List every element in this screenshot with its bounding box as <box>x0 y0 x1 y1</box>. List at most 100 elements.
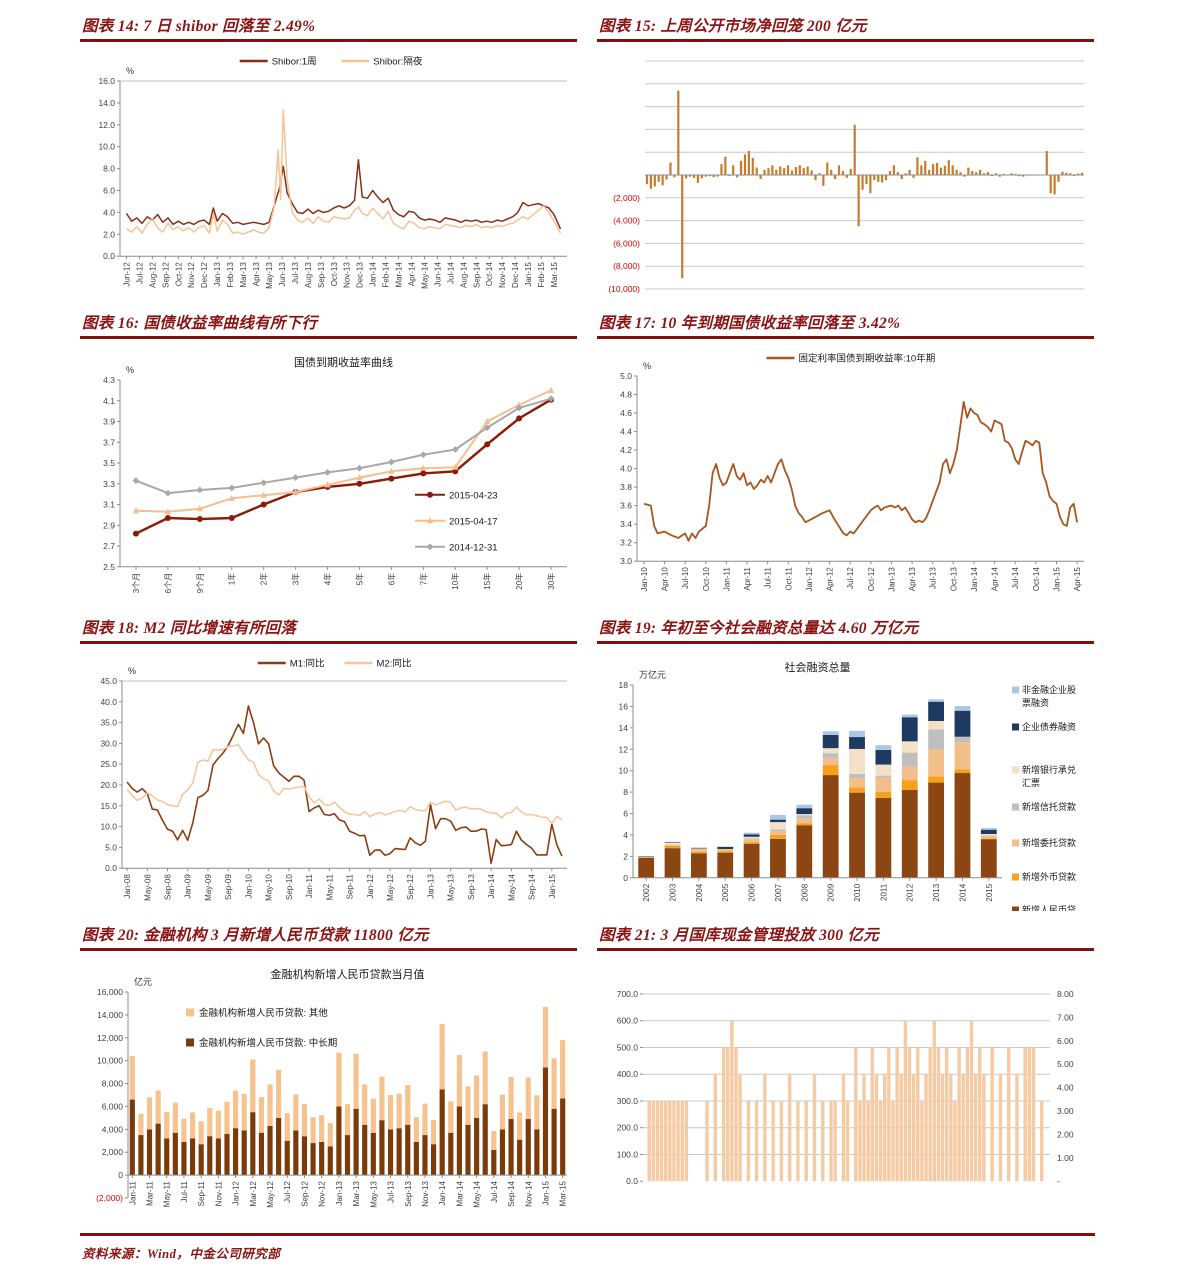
figure-18-title: 图表 18: M2 同比增速有所回落 <box>80 616 577 644</box>
svg-text:Jun-12: Jun-12 <box>122 262 131 287</box>
svg-text:2012: 2012 <box>906 883 915 901</box>
svg-text:0.0: 0.0 <box>105 863 117 873</box>
svg-text:Jan-10: Jan-10 <box>640 567 649 592</box>
svg-text:2009: 2009 <box>827 883 836 901</box>
svg-text:新增外币贷款: 新增外币贷款 <box>1022 871 1076 882</box>
svg-text:%: % <box>126 66 134 76</box>
figure-20-chart: (2,000)02,0004,0006,0008,00010,00012,000… <box>80 958 577 1224</box>
svg-text:国债到期收益率曲线: 国债到期收益率曲线 <box>294 355 393 369</box>
svg-text:Aug-14: Aug-14 <box>459 262 468 288</box>
svg-text:8,000: 8,000 <box>102 1079 124 1089</box>
figure-21-title: 图表 21: 3 月国库现金管理投放 300 亿元 <box>597 923 1094 951</box>
svg-text:1.00: 1.00 <box>1057 1153 1074 1163</box>
svg-text:(6,000): (6,000) <box>613 238 640 248</box>
svg-text:M1:同比: M1:同比 <box>290 658 325 670</box>
svg-text:Dec-14: Dec-14 <box>511 262 520 288</box>
svg-text:Mar-14: Mar-14 <box>455 1181 464 1207</box>
svg-text:6个月: 6个月 <box>164 573 173 593</box>
svg-text:1年: 1年 <box>227 573 237 585</box>
svg-text:Dec-13: Dec-13 <box>356 262 365 288</box>
svg-text:9个月: 9个月 <box>196 573 205 593</box>
svg-text:Jan-13: Jan-13 <box>887 567 896 592</box>
svg-text:100.0: 100.0 <box>617 1149 639 1159</box>
svg-text:500.0: 500.0 <box>617 1042 639 1052</box>
svg-text:2014: 2014 <box>958 883 967 901</box>
svg-text:Feb-15: Feb-15 <box>537 262 546 288</box>
svg-text:7.00: 7.00 <box>1057 1012 1074 1022</box>
svg-text:(4,000): (4,000) <box>613 216 640 226</box>
svg-text:May-09: May-09 <box>204 874 213 901</box>
svg-text:Nov-12: Nov-12 <box>318 1181 327 1207</box>
svg-text:Oct-10: Oct-10 <box>702 567 711 592</box>
svg-text:企业债券融资: 企业债券融资 <box>1022 721 1076 732</box>
svg-text:Jan-15: Jan-15 <box>548 874 557 899</box>
svg-text:Jul-12: Jul-12 <box>283 1181 292 1203</box>
svg-text:5年: 5年 <box>354 573 364 585</box>
svg-text:新增委托贷款: 新增委托贷款 <box>1022 837 1076 848</box>
svg-text:16.0: 16.0 <box>98 76 115 86</box>
svg-text:Oct-12: Oct-12 <box>174 262 183 287</box>
svg-text:Sep-14: Sep-14 <box>528 874 537 900</box>
figure-18-chart: 0.05.010.015.020.025.030.035.040.045.0Ja… <box>80 651 577 911</box>
svg-text:3.1: 3.1 <box>103 500 115 510</box>
svg-text:6年: 6年 <box>386 573 396 585</box>
svg-text:3.8: 3.8 <box>620 482 632 492</box>
svg-text:社会融资总量: 社会融资总量 <box>785 660 851 674</box>
svg-text:10.0: 10.0 <box>98 142 115 152</box>
svg-text:5.00: 5.00 <box>1057 1059 1074 1069</box>
svg-text:16: 16 <box>619 701 629 711</box>
svg-text:2.5: 2.5 <box>103 562 115 572</box>
svg-text:Sep-13: Sep-13 <box>467 874 476 900</box>
svg-text:Jan-15: Jan-15 <box>1052 567 1061 592</box>
svg-text:Apr-12: Apr-12 <box>826 567 835 592</box>
svg-text:Jul-13: Jul-13 <box>929 567 938 589</box>
svg-text:0: 0 <box>118 1170 123 1180</box>
svg-text:(8,000): (8,000) <box>613 261 640 271</box>
svg-text:Sep-10: Sep-10 <box>285 874 294 900</box>
figure-15: 图表 15: 上周公开市场净回笼 200 亿元 (2,000)(4,000)(6… <box>597 14 1094 299</box>
svg-text:2.7: 2.7 <box>103 541 115 551</box>
svg-text:Apr-11: Apr-11 <box>743 567 752 591</box>
source-note: 资料来源：Wind，中金公司研究部 <box>80 1236 1095 1272</box>
svg-text:3.00: 3.00 <box>1057 1106 1074 1116</box>
svg-text:Oct-14: Oct-14 <box>485 262 494 287</box>
svg-text:Jul-10: Jul-10 <box>681 567 690 589</box>
svg-text:2007: 2007 <box>774 883 783 901</box>
svg-text:亿元: 亿元 <box>134 976 152 987</box>
svg-text:金融机构新增人民币贷款: 中长期: 金融机构新增人民币贷款: 中长期 <box>199 1037 337 1049</box>
svg-text:Jan-13: Jan-13 <box>426 874 435 899</box>
svg-text:%: % <box>643 361 651 371</box>
svg-text:8.0: 8.0 <box>103 164 115 174</box>
figure-15-chart: (2,000)(4,000)(6,000)(8,000)(10,000) <box>597 49 1094 299</box>
svg-text:3.9: 3.9 <box>103 417 115 427</box>
svg-text:Shibor:隔夜: Shibor:隔夜 <box>373 56 423 68</box>
figure-17-title: 图表 17: 10 年到期国债收益率回落至 3.42% <box>597 311 1094 339</box>
figure-14-title: 图表 14: 7 日 shibor 回落至 2.49% <box>80 14 577 42</box>
svg-text:Jan-13: Jan-13 <box>335 1181 344 1206</box>
figure-16-title: 图表 16: 国债收益率曲线有所下行 <box>80 311 577 339</box>
svg-text:2003: 2003 <box>669 883 678 901</box>
svg-text:45.0: 45.0 <box>100 676 117 686</box>
svg-text:3.7: 3.7 <box>103 437 115 447</box>
svg-text:35.0: 35.0 <box>100 718 117 728</box>
svg-text:Jan-14: Jan-14 <box>369 262 378 287</box>
svg-text:May-12: May-12 <box>386 874 395 901</box>
svg-text:6.0: 6.0 <box>103 186 115 196</box>
svg-text:Sep-11: Sep-11 <box>197 1181 206 1207</box>
svg-text:Oct-12: Oct-12 <box>867 567 876 592</box>
svg-text:Jan-11: Jan-11 <box>722 567 731 591</box>
svg-text:May-14: May-14 <box>507 874 516 901</box>
svg-text:4: 4 <box>623 830 628 840</box>
svg-text:(2,000): (2,000) <box>613 193 640 203</box>
svg-text:金融机构新增人民币贷款: 其他: 金融机构新增人民币贷款: 其他 <box>199 1007 328 1019</box>
svg-text:Apr-10: Apr-10 <box>661 567 670 592</box>
svg-text:Nov-14: Nov-14 <box>498 262 507 288</box>
svg-text:2008: 2008 <box>800 883 809 901</box>
svg-text:Sep-11: Sep-11 <box>346 874 355 900</box>
svg-text:M2:同比: M2:同比 <box>377 658 412 670</box>
